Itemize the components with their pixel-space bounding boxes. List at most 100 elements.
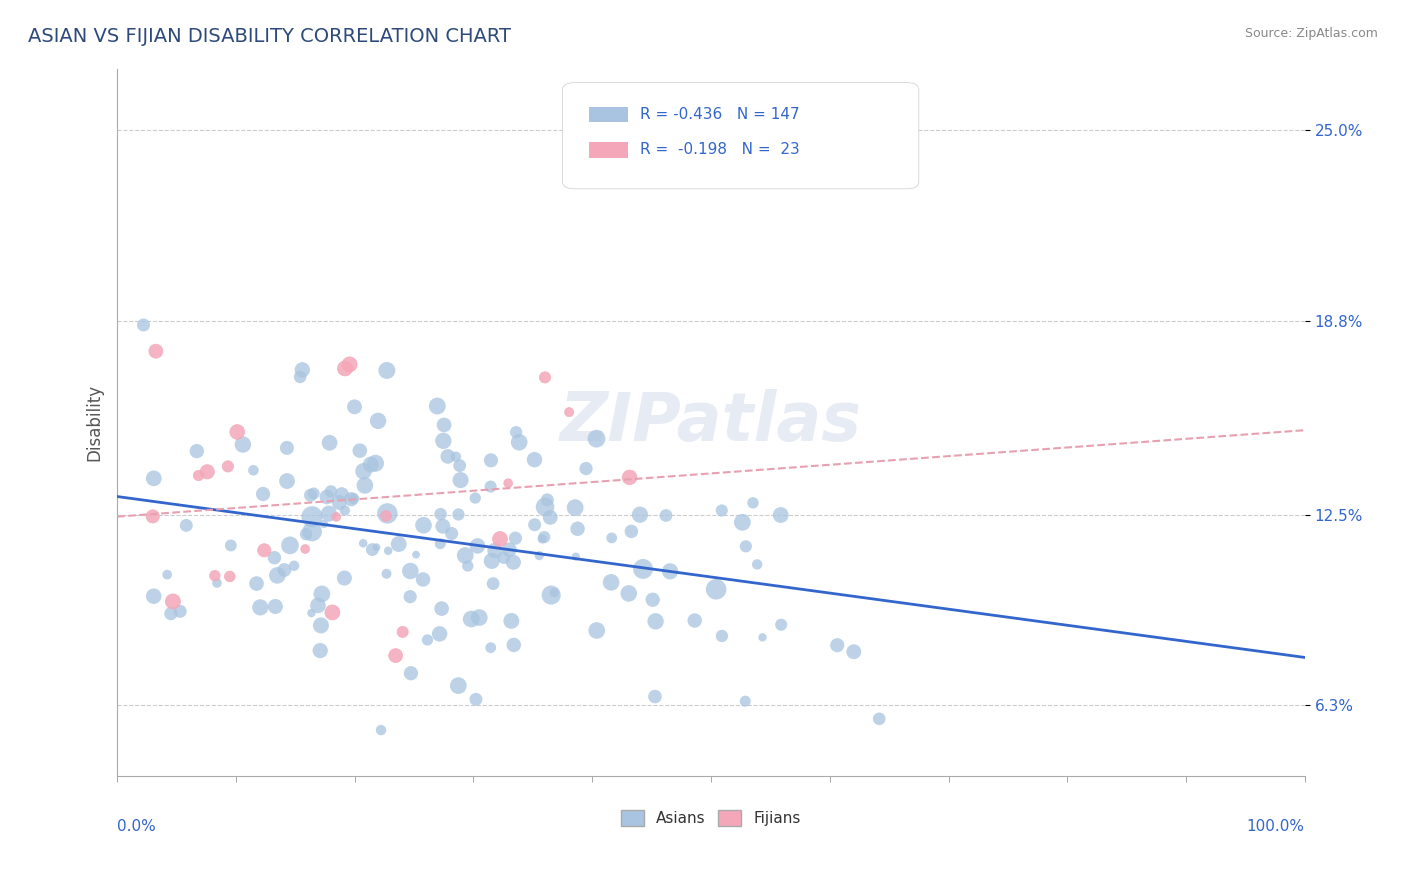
Point <box>219 539 242 553</box>
Point <box>276 441 298 455</box>
Point <box>349 443 371 458</box>
Point <box>540 588 562 602</box>
Point <box>498 542 520 557</box>
Point <box>631 562 654 576</box>
Point <box>249 600 271 615</box>
Point <box>710 503 733 517</box>
Point <box>619 470 641 484</box>
Point <box>366 540 388 554</box>
Point <box>399 564 422 578</box>
Point <box>433 417 456 432</box>
Point <box>617 586 640 600</box>
Point <box>360 458 382 472</box>
Point <box>534 500 557 514</box>
Point <box>868 712 890 726</box>
Point <box>388 537 411 551</box>
Point <box>523 517 546 532</box>
Point <box>558 405 581 419</box>
Point <box>204 568 226 582</box>
Text: Source: ZipAtlas.com: Source: ZipAtlas.com <box>1244 27 1378 40</box>
Point <box>312 516 335 531</box>
Point <box>361 542 384 557</box>
Point <box>501 614 523 628</box>
Point <box>734 694 756 708</box>
Point <box>659 565 682 579</box>
Point <box>318 435 340 450</box>
Point <box>142 471 165 485</box>
Point <box>747 558 769 572</box>
Text: ZIPatlas: ZIPatlas <box>560 389 862 455</box>
Point <box>710 629 733 643</box>
Point <box>384 648 406 663</box>
Point <box>283 558 305 573</box>
Point <box>377 543 399 558</box>
Point <box>447 508 470 522</box>
Point <box>505 425 527 439</box>
Point <box>375 363 398 377</box>
Point <box>295 527 318 541</box>
Point <box>325 509 347 524</box>
Point <box>142 509 165 524</box>
Point <box>508 435 530 450</box>
Point <box>479 453 502 467</box>
Point <box>245 576 267 591</box>
Point <box>430 601 453 615</box>
FancyBboxPatch shape <box>562 83 918 189</box>
Point <box>342 491 364 506</box>
Point <box>252 487 274 501</box>
Text: ASIAN VS FIJIAN DISABILITY CORRELATION CHART: ASIAN VS FIJIAN DISABILITY CORRELATION C… <box>28 27 512 45</box>
Point <box>534 370 557 384</box>
Point <box>318 507 340 521</box>
Point <box>301 509 323 524</box>
Point <box>263 550 285 565</box>
Point <box>842 645 865 659</box>
Point <box>311 587 333 601</box>
Point <box>217 459 239 474</box>
Point <box>484 543 506 558</box>
Point <box>288 370 311 384</box>
Point <box>426 399 449 413</box>
Point <box>412 573 434 587</box>
Point <box>339 358 361 372</box>
Point <box>405 548 427 562</box>
Point <box>567 522 589 536</box>
Point <box>565 549 588 564</box>
Point <box>429 507 451 521</box>
Point <box>543 585 565 599</box>
Point <box>437 450 460 464</box>
Point <box>769 508 792 522</box>
Point <box>628 508 651 522</box>
Point <box>399 590 422 604</box>
Point <box>564 500 586 515</box>
Point <box>460 612 482 626</box>
Point <box>481 554 503 568</box>
Point <box>266 568 288 582</box>
Point <box>278 538 301 552</box>
Point <box>391 624 413 639</box>
Point <box>160 607 183 621</box>
Point <box>145 344 167 359</box>
Point <box>505 531 527 545</box>
Point <box>352 536 374 550</box>
Point <box>450 473 472 487</box>
Point <box>309 618 332 632</box>
Point <box>377 507 399 521</box>
Point <box>683 614 706 628</box>
Point <box>264 599 287 614</box>
Point <box>644 615 666 629</box>
Point <box>482 576 505 591</box>
Point <box>444 450 467 464</box>
Point <box>742 496 765 510</box>
Legend: Asians, Fijians: Asians, Fijians <box>614 804 807 832</box>
Point <box>319 484 342 499</box>
Point <box>751 631 773 645</box>
Point <box>343 400 366 414</box>
Point <box>416 632 439 647</box>
Text: 0.0%: 0.0% <box>117 819 156 834</box>
Point <box>291 363 314 377</box>
Point <box>156 567 179 582</box>
Point <box>273 563 295 577</box>
Point <box>447 679 470 693</box>
FancyBboxPatch shape <box>589 107 628 122</box>
Point <box>731 516 754 530</box>
